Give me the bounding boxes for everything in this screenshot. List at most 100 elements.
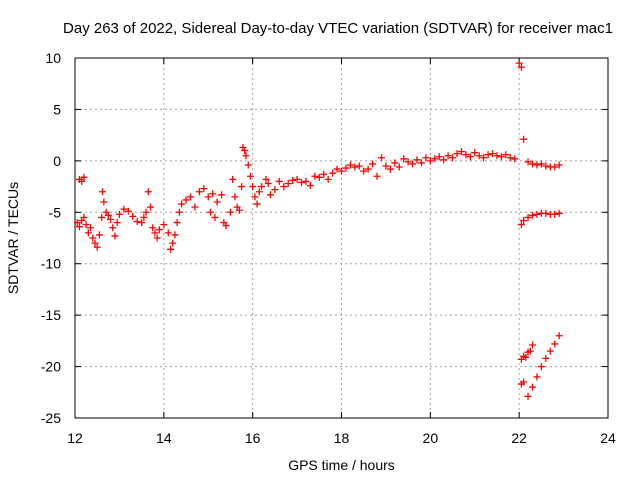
data-point	[480, 154, 488, 162]
data-point	[113, 219, 121, 227]
y-tick-label: -25	[41, 410, 61, 426]
data-point	[329, 169, 337, 177]
data-point	[238, 183, 246, 191]
data-point	[302, 177, 310, 185]
data-point	[206, 208, 214, 216]
data-point	[373, 172, 381, 180]
data-point	[351, 163, 359, 171]
data-point	[255, 188, 263, 196]
data-point	[493, 152, 501, 160]
x-axis: 12 14 16 18 20 22 24	[67, 58, 616, 446]
data-point	[144, 188, 152, 196]
data-point	[542, 209, 550, 217]
data-point	[551, 340, 559, 348]
data-point	[417, 159, 425, 167]
data-point	[244, 161, 252, 169]
data-point	[551, 210, 559, 218]
data-point	[109, 224, 117, 232]
data-point	[251, 193, 259, 201]
data-point	[311, 172, 319, 180]
data-point	[95, 231, 103, 239]
data-point	[93, 243, 101, 251]
y-axis: 10 5 0 -5 -10 -15 -20 -25	[41, 50, 608, 426]
y-tick-label: -20	[41, 359, 61, 375]
data-point	[262, 175, 270, 183]
data-point	[253, 200, 261, 208]
data-point	[555, 161, 563, 169]
data-point	[182, 196, 190, 204]
data-point	[142, 208, 150, 216]
data-point	[149, 224, 157, 232]
data-point	[204, 193, 212, 201]
data-point	[306, 182, 314, 190]
data-point	[524, 392, 532, 400]
data-point	[129, 212, 137, 220]
x-tick-label: 12	[67, 430, 83, 446]
data-point	[87, 224, 95, 232]
data-point	[151, 229, 159, 237]
data-point	[80, 173, 88, 181]
grid	[75, 58, 608, 418]
data-point	[449, 154, 457, 162]
data-point	[213, 198, 221, 206]
x-tick-label: 22	[511, 430, 527, 446]
x-tick-label: 14	[156, 430, 172, 446]
data-point	[453, 150, 461, 158]
data-point	[271, 186, 279, 194]
x-tick-label: 18	[334, 430, 350, 446]
data-point	[489, 150, 497, 158]
x-tick-label: 20	[423, 430, 439, 446]
data-point	[506, 154, 514, 162]
data-point	[517, 63, 525, 71]
data-point	[173, 219, 181, 227]
data-point	[475, 152, 483, 160]
data-point	[413, 156, 421, 164]
data-point	[528, 341, 536, 349]
data-point	[444, 152, 452, 160]
data-point	[98, 213, 106, 221]
data-point	[360, 167, 368, 175]
data-point	[229, 175, 237, 183]
data-point	[440, 156, 448, 164]
data-point	[280, 183, 288, 191]
data-point	[241, 147, 249, 155]
data-point	[533, 373, 541, 381]
data-point	[293, 175, 301, 183]
y-tick-label: 10	[45, 50, 61, 66]
data-point	[551, 163, 559, 171]
data-point	[520, 217, 528, 225]
data-point	[537, 363, 545, 371]
y-axis-label: SDTVAR / TECUs	[5, 182, 21, 294]
data-point	[386, 165, 394, 173]
data-point	[511, 155, 519, 163]
data-point	[191, 203, 199, 211]
data-point	[133, 218, 141, 226]
y-tick-label: 5	[53, 101, 61, 117]
data-point	[111, 232, 119, 240]
x-tick-label: 16	[245, 430, 261, 446]
data-point	[426, 157, 434, 165]
data-point	[80, 213, 88, 221]
data-point	[391, 159, 399, 167]
data-point	[522, 353, 530, 361]
data-point	[333, 165, 341, 173]
data-point	[542, 354, 550, 362]
data-point	[355, 162, 363, 170]
y-tick-label: 0	[53, 153, 61, 169]
data-point	[533, 161, 541, 169]
data-point	[364, 165, 372, 173]
data-point	[104, 211, 112, 219]
data-point	[82, 221, 90, 229]
y-tick-label: -5	[49, 204, 62, 220]
data-point	[524, 213, 532, 221]
data-point	[526, 347, 534, 355]
data-point	[528, 211, 536, 219]
data-point	[422, 154, 430, 162]
data-point	[517, 221, 525, 229]
data-point	[555, 209, 563, 217]
data-point	[537, 160, 545, 168]
data-point	[211, 213, 219, 221]
data-point	[546, 347, 554, 355]
data-point	[502, 151, 510, 159]
